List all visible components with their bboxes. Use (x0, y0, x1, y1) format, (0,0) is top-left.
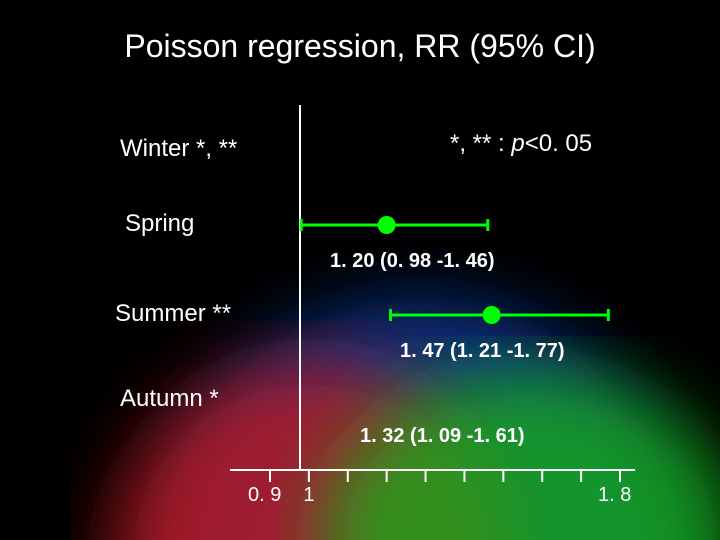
season-label-autumn: Autumn * (120, 385, 219, 413)
season-label-winter: Winter *, ** (120, 135, 237, 163)
estimate-label-spring: 1. 20 (0. 98 -1. 46) (330, 250, 495, 273)
x-tick-label: 1 (303, 484, 314, 507)
point-estimate-marker (483, 306, 501, 324)
point-estimate-marker (378, 216, 396, 234)
season-label-spring: Spring (125, 210, 194, 238)
estimate-label-autumn: 1. 32 (1. 09 -1. 61) (360, 425, 525, 448)
season-label-summer: Summer ** (115, 300, 231, 328)
x-tick-label: 1. 8 (598, 484, 631, 507)
estimate-label-summer: 1. 47 (1. 21 -1. 77) (400, 340, 565, 363)
x-tick-label: 0. 9 (248, 484, 281, 507)
